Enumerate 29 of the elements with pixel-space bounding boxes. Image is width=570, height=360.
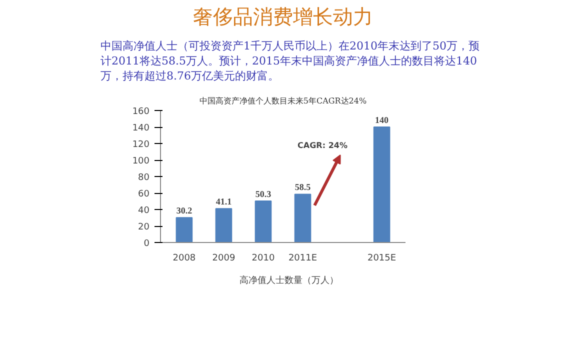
bar: [294, 194, 312, 242]
y-tick-label: 160: [132, 107, 150, 117]
y-tick-label: 120: [132, 140, 150, 150]
y-tick-label: 80: [138, 173, 150, 183]
bar: [215, 208, 232, 242]
y-tick-label: 40: [138, 206, 150, 216]
y-tick-label: 0: [144, 239, 150, 249]
bar: [373, 126, 390, 242]
data-label: 30.2: [176, 206, 193, 216]
chart-title: 奢侈品消费增长动力: [193, 4, 373, 28]
y-tick-label: 100: [132, 156, 150, 166]
data-label: 50.3: [255, 189, 272, 200]
x-tick-label: 2011E: [288, 254, 318, 264]
data-label: 140: [375, 115, 390, 125]
x-tick-label: 2009: [212, 254, 236, 264]
y-tick-label: 20: [138, 222, 150, 232]
data-label: 41.1: [216, 196, 232, 207]
annotation: CAGR: 24%: [298, 141, 348, 150]
y-tick-label: 140: [132, 124, 150, 134]
text: 中国高净值人士（可投资资产1千万人民币以上）在2010年末达到了50万，预计2011将达58.5万人。预计，2015年末中国高资产净值人士的数目将达140万，持有超过8.76万亿美元的财富。: [100, 40, 480, 82]
x-tick-label: 2010: [252, 254, 275, 264]
x-tick-label: 2008: [172, 254, 196, 264]
bar: [254, 200, 272, 242]
y-tick-label: 60: [138, 190, 150, 200]
bar: [176, 217, 193, 242]
chart-subtitle: 中国高资产净值个人数目未来5年CAGR达24%: [199, 96, 367, 106]
data-label: 58.5: [294, 182, 312, 192]
text: 高净值人士数量（万人）: [240, 274, 338, 287]
x-tick-label: 2015E: [367, 254, 396, 264]
